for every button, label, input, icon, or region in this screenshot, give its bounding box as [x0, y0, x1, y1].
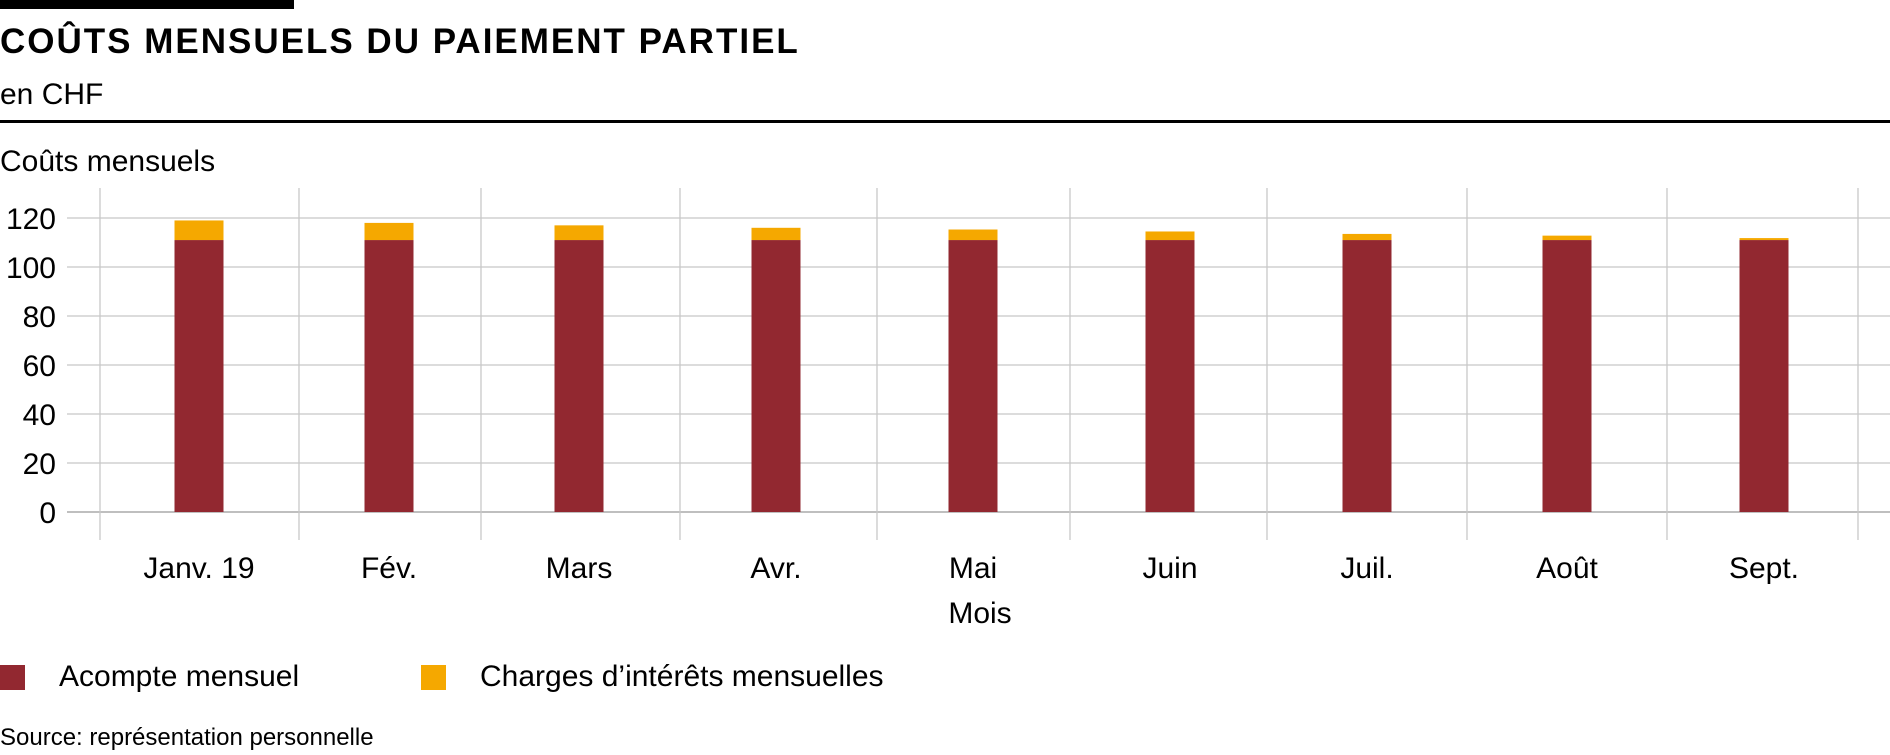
- bar-interets-0: [174, 220, 224, 241]
- y-tick-label: 20: [23, 448, 56, 481]
- bar-interets-3: [751, 227, 801, 241]
- bar-acompte-0: [174, 240, 224, 513]
- x-tick-label: Avr.: [750, 552, 801, 585]
- bar-acompte-6: [1342, 240, 1392, 513]
- x-tick-labels: Janv. 19 Fév. Mars Avr. Mai Juin Juil. Août Sept…: [143, 552, 1799, 585]
- bar-acompte-5: [1145, 240, 1195, 513]
- bar-interets-6: [1342, 233, 1392, 241]
- bar-interets-1: [364, 222, 414, 241]
- x-tick-label: Fév.: [361, 552, 417, 585]
- bar-acompte-7: [1542, 240, 1592, 513]
- x-axis-label: Mois: [948, 597, 1011, 630]
- top-rule: [0, 0, 294, 9]
- x-tick-label: Juil.: [1340, 552, 1393, 585]
- bar-interets-2: [554, 225, 604, 241]
- x-tick-label: Juin: [1142, 552, 1197, 585]
- bar-interets-5: [1145, 231, 1195, 241]
- x-tick-label: Janv. 19: [143, 552, 254, 585]
- legend-swatch-interets: [421, 664, 446, 690]
- x-tick-label: Mars: [546, 552, 613, 585]
- y-tick-label: 0: [39, 497, 56, 530]
- y-tick-label: 120: [6, 203, 56, 236]
- bar-acompte-3: [751, 240, 801, 513]
- legend-item-acompte: Acompte mensuel: [0, 655, 299, 699]
- legend-item-interets: Charges d’intérêts mensuelles: [421, 655, 884, 699]
- chart-title: COÛTS MENSUELS DU PAIEMENT PARTIEL: [0, 22, 800, 61]
- y-tick-label: 60: [23, 350, 56, 383]
- x-tick-label: Sept.: [1729, 552, 1799, 585]
- legend-swatch-acompte: [0, 664, 25, 690]
- y-tick-label: 100: [6, 252, 56, 285]
- bar-interets-4: [948, 229, 998, 241]
- bars: [174, 220, 1789, 513]
- y-axis-label: Coûts mensuels: [0, 145, 216, 178]
- y-tick-labels: 0 20 40 60 80 100 120: [6, 203, 56, 530]
- bar-interets-8: [1739, 238, 1789, 241]
- legend-label-interets: Charges d’intérêts mensuelles: [480, 660, 884, 693]
- legend: Acompte mensuel Charges d’intérêts mensu…: [0, 655, 1890, 699]
- source-note: Source: représentation personnelle: [0, 724, 374, 751]
- legend-label-acompte: Acompte mensuel: [59, 660, 300, 693]
- chart-subtitle: en CHF: [0, 78, 104, 111]
- bar-acompte-2: [554, 240, 604, 513]
- x-tick-label: Août: [1536, 552, 1598, 585]
- bar-acompte-1: [364, 240, 414, 513]
- y-tick-label: 40: [23, 399, 56, 432]
- y-tick-label: 80: [23, 301, 56, 334]
- x-tick-label: Mai: [949, 552, 997, 585]
- header-divider: [0, 120, 1890, 123]
- bar-acompte-4: [948, 240, 998, 513]
- bar-interets-7: [1542, 235, 1592, 241]
- bar-acompte-8: [1739, 240, 1789, 513]
